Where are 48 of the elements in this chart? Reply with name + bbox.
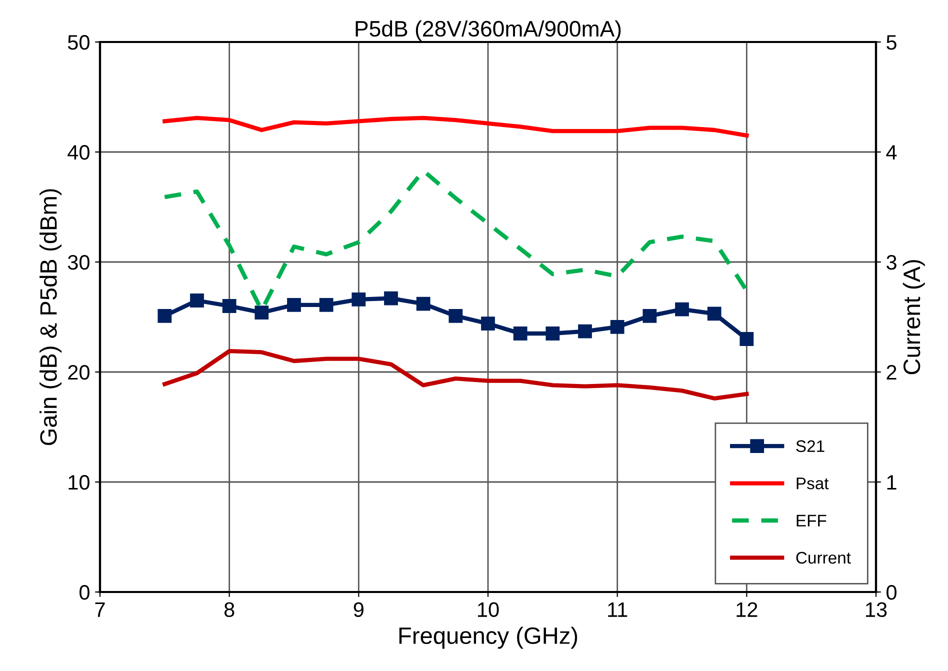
point	[319, 298, 334, 312]
line-series	[162, 116, 749, 138]
x-tick-label: 12	[736, 602, 758, 617]
x-tick-label: 8	[224, 602, 234, 618]
line-series	[162, 349, 749, 400]
point	[352, 292, 366, 306]
x-tick-label: 13	[866, 602, 887, 618]
y2-tick-label: 3	[886, 255, 896, 270]
y-tick-label: 20	[68, 365, 90, 380]
point	[384, 291, 398, 306]
point	[546, 326, 560, 340]
y2-axis-title: Current (A)	[902, 260, 925, 374]
x-axis-title: Frequency (GHz)	[399, 626, 578, 649]
point	[642, 308, 657, 323]
point	[740, 332, 754, 346]
y2-tick-label: 4	[886, 145, 897, 160]
y2-tick-label: 5	[886, 35, 896, 50]
point	[707, 306, 722, 321]
x-tick-label: 11	[608, 602, 628, 617]
y-tick-label: 30	[68, 255, 90, 270]
point	[675, 302, 689, 316]
point	[416, 296, 430, 311]
point	[190, 294, 204, 308]
point	[513, 326, 528, 340]
y2-tick-label: 0	[886, 585, 896, 600]
legend-label: Current	[796, 552, 851, 564]
x-tick-label: 10	[478, 602, 499, 618]
legend-label: EFF	[796, 514, 826, 526]
point	[222, 299, 236, 313]
y-tick-label: 50	[68, 35, 90, 50]
chart-title: P5dB (28V/360mA/900mA)	[356, 20, 621, 42]
x-tick-label: 7	[95, 602, 105, 617]
x-tick-label: 9	[354, 602, 364, 618]
point	[481, 316, 495, 331]
y-tick-label: 40	[68, 145, 90, 160]
legend-label: Psat	[796, 478, 829, 490]
point	[158, 308, 172, 323]
point	[254, 306, 269, 320]
y2-tick-label: 1	[887, 475, 896, 490]
y-tick-label: 0	[80, 585, 90, 600]
y-tick-label: 10	[68, 475, 90, 490]
point	[448, 308, 463, 323]
point	[578, 324, 592, 338]
y2-tick-label: 2	[886, 365, 896, 380]
y-axis-title: Gain (dB) & P5dB (dBm)	[40, 189, 62, 446]
point	[610, 320, 624, 334]
legend-label: S21	[796, 440, 824, 452]
point	[287, 298, 301, 312]
